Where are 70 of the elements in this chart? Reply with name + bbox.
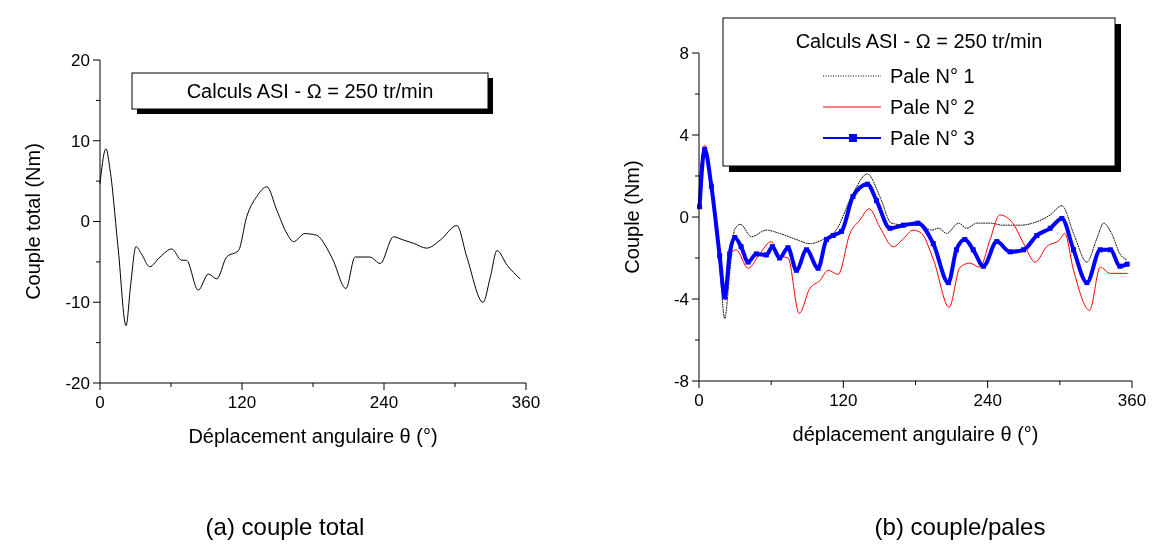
point xyxy=(850,194,856,199)
x-tick-label: 0 xyxy=(95,393,105,412)
point xyxy=(785,245,791,251)
point xyxy=(1021,247,1027,253)
point xyxy=(1124,261,1130,267)
legend-title: Calculs ASI - Ω = 250 tr/min xyxy=(795,30,1043,52)
point xyxy=(763,252,769,258)
y-tick-label: -20 xyxy=(65,373,90,393)
y-tick-label: -4 xyxy=(673,289,689,309)
point xyxy=(900,222,906,228)
point xyxy=(1084,280,1090,286)
x-tick-label: 360 xyxy=(1117,391,1147,410)
point xyxy=(887,225,893,231)
legend-label: Pale N° 3 xyxy=(890,127,975,149)
y-tick-label: 0 xyxy=(80,212,90,232)
point xyxy=(1034,232,1040,238)
point xyxy=(823,237,829,243)
point xyxy=(727,251,733,257)
point xyxy=(864,181,870,187)
text: (a) couple total xyxy=(205,513,365,540)
x-axis-title: Déplacement angulaire θ (°) xyxy=(188,425,438,447)
y-tick-label: 0 xyxy=(679,207,689,227)
y-axis-title: Couple total (Nm) xyxy=(22,143,44,300)
x-tick-label: 120 xyxy=(829,391,858,410)
x-tick-label: 360 xyxy=(511,393,541,412)
point xyxy=(953,247,959,253)
text: (b) couple/pales xyxy=(874,513,1046,540)
point xyxy=(753,251,759,257)
annotation: Calculs ASI - Ω = 250 tr/min xyxy=(186,80,434,102)
legend-label: Pale N° 2 xyxy=(890,96,975,118)
point xyxy=(830,232,836,238)
y-tick-label: 8 xyxy=(679,43,689,63)
point xyxy=(804,247,810,253)
point xyxy=(1117,263,1123,269)
point xyxy=(915,220,921,226)
point xyxy=(839,228,845,234)
point xyxy=(793,267,799,273)
x-tick-label: 240 xyxy=(369,393,399,412)
legend-label: Pale N° 1 xyxy=(890,65,975,87)
point xyxy=(702,146,708,152)
y-axis-title: Couple (Nm) xyxy=(621,160,643,274)
point xyxy=(1007,249,1013,255)
point xyxy=(1107,247,1113,253)
point xyxy=(738,244,744,250)
point xyxy=(994,239,1000,245)
point xyxy=(717,253,723,259)
point xyxy=(815,265,821,271)
y-tick-label: 10 xyxy=(71,131,90,151)
y-tick-label: 4 xyxy=(679,125,689,145)
point xyxy=(930,241,936,247)
point xyxy=(980,263,986,269)
x-tick-label: 0 xyxy=(694,391,704,410)
point xyxy=(777,255,783,261)
x-tick-label: 120 xyxy=(227,393,257,412)
point xyxy=(1097,247,1103,253)
point xyxy=(1047,225,1053,231)
point xyxy=(962,237,968,243)
x-axis-title: déplacement angulaire θ (°) xyxy=(792,423,1039,445)
y-tick-label: -8 xyxy=(673,371,689,391)
point xyxy=(1071,247,1077,253)
point xyxy=(874,198,880,204)
y-tick-label: -10 xyxy=(65,293,90,313)
x-tick-label: 240 xyxy=(973,391,1002,410)
point xyxy=(1059,215,1065,221)
point xyxy=(722,294,728,300)
point xyxy=(745,259,751,265)
point xyxy=(708,183,714,189)
y-tick-label: 20 xyxy=(71,50,90,70)
point xyxy=(769,244,775,250)
point xyxy=(970,247,976,253)
